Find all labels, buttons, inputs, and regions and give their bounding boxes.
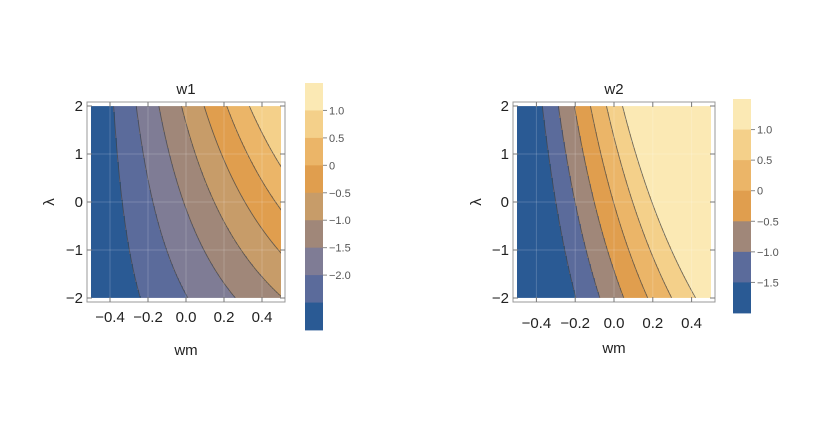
x-axis-label: wm	[601, 340, 625, 357]
contour-line	[557, 106, 601, 298]
contour-field	[517, 106, 711, 298]
x-axis-label: wm	[173, 342, 197, 359]
legend-label: 0	[329, 160, 335, 172]
contour-line	[541, 106, 577, 298]
x-tick-label: −0.2	[560, 315, 590, 332]
y-tick-label: 1	[501, 146, 509, 163]
y-tick-label: 2	[501, 98, 509, 115]
legend-swatch	[305, 192, 323, 221]
contour-line	[606, 106, 673, 298]
legend-swatch	[733, 282, 751, 314]
x-tick-label: 0.0	[604, 315, 625, 332]
chart-title: w2	[603, 81, 623, 98]
y-tick-label: −1	[66, 242, 83, 259]
chart-w2: −0.4 −0.2 0.0 0.2 0.4 −2 −1 0 1 2 w2 wm λ 1.0 0.5 0 −0.5…	[468, 81, 779, 357]
y-tick-label: 2	[75, 98, 83, 115]
legend-label: 0.5	[329, 133, 344, 145]
x-tick-label: −0.4	[522, 315, 552, 332]
y-tick-label: −2	[66, 290, 83, 307]
y-tick-label: −1	[492, 242, 509, 259]
legend-swatch	[305, 83, 323, 111]
contour-line	[181, 106, 281, 297]
contour-line	[158, 106, 236, 298]
y-axis-label: λ	[468, 198, 485, 206]
x-tick-label: −0.4	[95, 309, 125, 326]
legend-label: −0.5	[329, 188, 351, 200]
x-tick-label: 0.2	[642, 315, 663, 332]
legend-swatch	[733, 99, 751, 130]
chart-title: w1	[175, 81, 195, 98]
legend-label: −1.0	[329, 215, 351, 227]
contour-line	[113, 106, 141, 298]
chart-w1: −0.4 −0.2 0.0 0.2 0.4 −2 −1 0 1 2 w1 wm λ 1.0 0.5 0 −0.5…	[41, 81, 351, 359]
y-tick-label: 0	[75, 194, 83, 211]
legend-swatch	[305, 110, 323, 139]
legend-label: −0.5	[757, 216, 779, 228]
y-tick-label: 1	[75, 146, 83, 163]
x-tick-label: 0.2	[214, 309, 235, 326]
legend-swatch	[305, 137, 323, 166]
legend-colorbar: 1.0 0.5 0 −0.5 −1.0 −1.5	[733, 99, 779, 314]
contour-line	[226, 106, 281, 211]
legend-colorbar: 1.0 0.5 0 −0.5 −1.0 −1.5 −2.0	[305, 83, 351, 331]
contour-line	[589, 106, 649, 298]
x-tick-label: 0.0	[176, 309, 197, 326]
contour-line	[248, 106, 281, 168]
legend-swatch	[733, 160, 751, 192]
grid	[91, 106, 281, 298]
legend-label: 0.5	[757, 155, 772, 167]
y-tick-label: −2	[492, 290, 509, 307]
contour-line	[203, 106, 281, 254]
legend-swatch	[733, 190, 751, 222]
contour-field	[91, 106, 281, 298]
grid	[517, 106, 711, 298]
legend-swatch	[305, 247, 323, 276]
y-axis-label: λ	[41, 198, 58, 206]
x-tick-label: −0.2	[133, 309, 163, 326]
legend-swatch	[733, 221, 751, 253]
legend-label: −2.0	[329, 270, 351, 282]
y-tick-label: 0	[501, 194, 509, 211]
legend-label: −1.0	[757, 247, 779, 259]
contour-line	[622, 106, 697, 298]
legend-swatch	[305, 275, 323, 303]
legend-swatch	[305, 302, 323, 331]
contour-line	[135, 106, 189, 298]
legend-label: 0	[757, 186, 763, 198]
x-tick-label: 0.4	[252, 309, 273, 326]
legend-swatch	[733, 129, 751, 161]
legend-swatch	[305, 220, 323, 249]
legend-label: −1.5	[757, 277, 779, 289]
contour-line	[573, 106, 625, 298]
legend-swatch	[305, 165, 323, 194]
legend-label: 1.0	[757, 125, 772, 137]
legend-swatch	[733, 251, 751, 283]
legend-label: 1.0	[329, 105, 344, 117]
x-tick-label: 0.4	[681, 315, 702, 332]
legend-label: −1.5	[329, 243, 351, 255]
